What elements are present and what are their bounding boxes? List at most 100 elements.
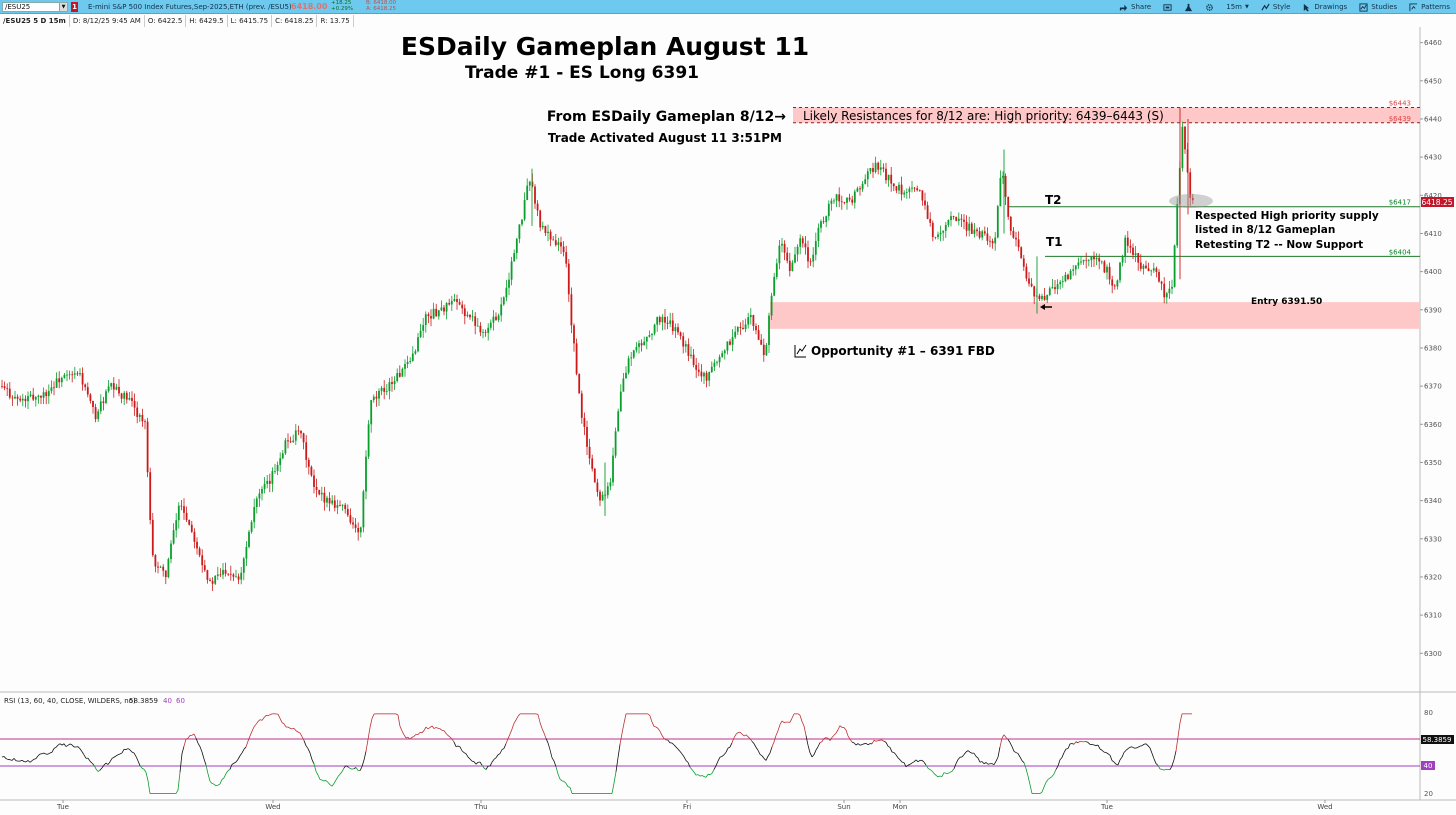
rsi-segment bbox=[537, 714, 541, 723]
rsi-segment bbox=[101, 764, 105, 769]
candle-body bbox=[1041, 296, 1043, 300]
rsi-segment bbox=[333, 779, 337, 784]
candle-body bbox=[656, 317, 659, 325]
candle-body bbox=[848, 197, 851, 200]
chevron-down-icon[interactable]: ▼ bbox=[59, 3, 67, 11]
patterns-button[interactable]: Patterns bbox=[1409, 2, 1450, 12]
candle-body bbox=[635, 347, 638, 351]
screenshot-button[interactable] bbox=[1163, 3, 1172, 12]
rsi-segment bbox=[241, 748, 245, 754]
flask-button[interactable] bbox=[1184, 3, 1193, 12]
support-zone[interactable] bbox=[770, 302, 1420, 329]
rsi-segment bbox=[651, 721, 655, 727]
rsi-segment bbox=[543, 732, 547, 739]
timeframe-button[interactable]: 15m ▼ bbox=[1226, 3, 1249, 11]
rsi-segment bbox=[871, 740, 875, 745]
rsi-segment bbox=[201, 751, 205, 760]
rsi-segment bbox=[937, 775, 941, 778]
rsi-segment bbox=[355, 767, 359, 771]
candle-body bbox=[890, 174, 893, 184]
candle-body bbox=[1004, 175, 1007, 197]
rsi-segment bbox=[421, 730, 425, 734]
rsi-segment bbox=[1059, 757, 1063, 761]
rsi-segment bbox=[221, 777, 225, 780]
candle-body bbox=[544, 225, 547, 234]
candle-body bbox=[601, 494, 604, 501]
rsi-segment bbox=[433, 727, 437, 729]
rsi-segment bbox=[125, 748, 129, 750]
candle-body bbox=[359, 527, 362, 533]
rsi-segment bbox=[969, 751, 973, 754]
candle-body bbox=[1028, 278, 1030, 284]
rsi-segment bbox=[13, 758, 17, 761]
rsi-segment bbox=[923, 761, 927, 766]
rsi-segment bbox=[955, 759, 959, 764]
candle-body bbox=[565, 252, 568, 264]
rsi-segment bbox=[611, 782, 615, 794]
candle-body bbox=[747, 317, 750, 325]
candle-body bbox=[1155, 268, 1158, 272]
settings-button[interactable] bbox=[1205, 3, 1214, 12]
candle-body bbox=[804, 243, 807, 248]
candle-body bbox=[297, 430, 300, 432]
rsi-segment bbox=[983, 762, 987, 765]
rsi-segment bbox=[131, 751, 135, 754]
candle-body bbox=[443, 307, 445, 312]
candle-body bbox=[102, 401, 105, 403]
candle-body bbox=[978, 231, 981, 238]
rsi-segment bbox=[545, 738, 549, 744]
rsi-segment bbox=[903, 762, 907, 767]
candle-body bbox=[840, 201, 843, 203]
rsi-segment bbox=[663, 738, 667, 741]
rsi-segment bbox=[177, 772, 181, 791]
rsi-segment bbox=[137, 760, 141, 766]
rsi-segment bbox=[715, 760, 719, 766]
rsi-segment bbox=[811, 754, 815, 758]
highlight-ellipse[interactable] bbox=[1169, 194, 1213, 208]
drawings-button[interactable]: Drawings bbox=[1302, 3, 1347, 12]
rsi-segment bbox=[897, 757, 901, 761]
candle-body bbox=[851, 199, 854, 203]
rsi-segment bbox=[229, 764, 233, 770]
candle-body bbox=[786, 252, 789, 261]
candle-body bbox=[625, 372, 627, 379]
rsi-segment bbox=[481, 764, 485, 769]
rsi-segment bbox=[911, 761, 915, 764]
candle-body bbox=[742, 327, 744, 330]
rsi-segment bbox=[301, 736, 305, 741]
share-button[interactable]: Share bbox=[1119, 3, 1151, 12]
rsi-segment bbox=[1097, 744, 1101, 750]
rsi-segment bbox=[351, 768, 355, 770]
candle-body bbox=[1067, 274, 1069, 280]
alert-badge[interactable]: 1 bbox=[71, 2, 78, 12]
rsi-segment bbox=[1117, 759, 1121, 766]
symbol-input[interactable]: /ESU25 ▼ bbox=[2, 2, 68, 12]
rsi-segment bbox=[771, 741, 775, 747]
style-button[interactable]: Style bbox=[1261, 3, 1290, 12]
rsi-segment bbox=[1027, 775, 1031, 785]
candle-body bbox=[437, 310, 440, 317]
rsi-segment bbox=[1011, 746, 1015, 752]
price-chart[interactable]: ESDaily Gameplan August 11 Trade #1 - ES… bbox=[0, 27, 1456, 815]
rsi-segment bbox=[55, 744, 59, 748]
rsi-segment bbox=[1093, 744, 1097, 746]
rsi-segment bbox=[449, 736, 453, 740]
rsi-segment bbox=[61, 743, 65, 746]
rsi-segment bbox=[701, 775, 705, 777]
studies-button[interactable]: Studies bbox=[1359, 2, 1397, 12]
rsi-segment bbox=[777, 724, 781, 731]
rsi-segment bbox=[1055, 765, 1059, 770]
candle-body bbox=[1007, 196, 1010, 217]
candle-body bbox=[1113, 285, 1116, 287]
candle-body bbox=[300, 430, 302, 434]
rsi-segment bbox=[1087, 742, 1091, 745]
candle-body bbox=[430, 316, 432, 319]
candle-body bbox=[508, 279, 510, 288]
candle-body bbox=[513, 253, 516, 262]
resistance-zone[interactable] bbox=[793, 107, 1420, 123]
candle-body bbox=[216, 574, 219, 576]
candle-body bbox=[1082, 259, 1085, 262]
candle-body bbox=[1116, 280, 1119, 287]
rsi-low-tag-text: 40 bbox=[1424, 762, 1433, 770]
price-tick-label: 6330 bbox=[1424, 535, 1442, 543]
